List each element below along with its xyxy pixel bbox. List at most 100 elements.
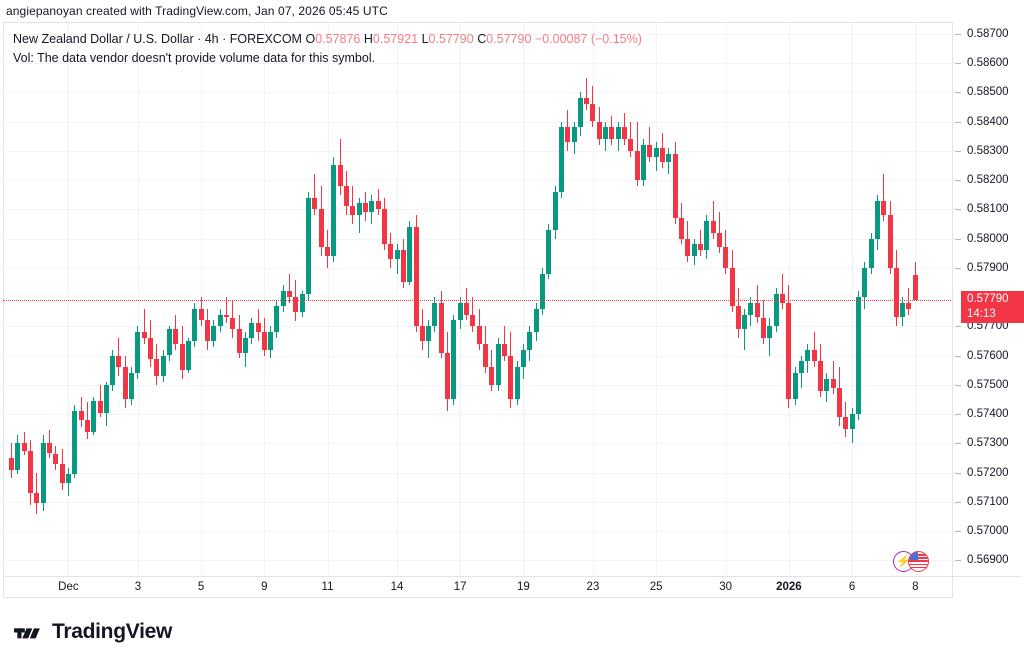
candle-wick	[832, 361, 834, 394]
price-axis-label: 0.58700	[953, 27, 1024, 41]
candle-body	[274, 305, 280, 333]
candle-body	[413, 226, 419, 327]
candle-body	[299, 294, 305, 312]
gridline-vertical	[201, 22, 203, 575]
price-tick-dash	[955, 531, 961, 533]
candle-body	[261, 332, 267, 350]
price-axis-label: 0.57300	[953, 436, 1024, 450]
gridline-vertical	[397, 22, 398, 575]
time-axis-label: 2026	[776, 581, 802, 593]
legend-high-value: 0.57921	[372, 32, 419, 46]
candle-body	[40, 443, 46, 504]
candle-body	[204, 320, 210, 341]
candle-body	[792, 373, 798, 400]
candle-body	[710, 221, 716, 233]
candle-body	[103, 384, 109, 413]
candle-wick	[649, 127, 651, 163]
price-axis-label: 0.57400	[953, 407, 1024, 421]
candle-body	[306, 197, 311, 295]
price-axis-label: 0.58200	[953, 173, 1024, 187]
candle-wick	[314, 174, 316, 216]
candle-body	[862, 267, 868, 298]
candle-body	[539, 273, 545, 309]
candle-body	[9, 458, 14, 470]
candle-body	[426, 326, 432, 341]
candle-body	[716, 232, 722, 248]
candle-body	[729, 267, 735, 306]
candle-body	[502, 343, 507, 356]
candle-body	[141, 332, 147, 338]
candle-wick	[289, 273, 291, 303]
candle-wick	[586, 77, 588, 110]
candle-body	[691, 244, 697, 257]
chart-legend: New Zealand Dollar / U.S. Dollar · 4h · …	[13, 30, 642, 68]
price-axis-label: 0.57200	[953, 466, 1024, 480]
candle-body	[394, 250, 400, 259]
candle-body	[400, 250, 406, 283]
legend-open-label: O	[305, 32, 316, 46]
price-tick-dash	[955, 501, 961, 503]
legend-change: −0.00087 (−0.15%)	[534, 32, 642, 46]
gridline-vertical	[327, 22, 329, 575]
candle-body	[97, 400, 103, 413]
gridline-horizontal	[3, 384, 951, 386]
candle-body	[407, 226, 413, 283]
candle-body	[571, 127, 577, 142]
candle-body	[678, 218, 684, 239]
candle-body	[255, 323, 261, 333]
price-tick-dash	[955, 121, 961, 123]
candle-body	[211, 326, 217, 341]
candle-body	[464, 302, 469, 315]
candle-body	[855, 297, 861, 414]
gridline-vertical	[725, 22, 727, 575]
candle-wick	[699, 229, 701, 256]
tradingview-logo-icon	[14, 627, 40, 638]
price-tick-dash	[955, 180, 961, 181]
candle-body	[546, 229, 552, 274]
candle-body	[148, 338, 153, 359]
candle-body	[697, 244, 703, 251]
tradingview-footer: TradingView	[14, 620, 172, 644]
candle-body	[811, 349, 817, 362]
legend-volume-row: Vol: The data vendor doesn't provide vol…	[13, 51, 376, 65]
candle-body	[577, 98, 583, 128]
time-axis-label: 23	[586, 581, 600, 593]
gridline-horizontal	[3, 560, 951, 562]
gridline-vertical	[656, 22, 658, 575]
candle-body	[186, 340, 191, 371]
legend-open-value: 0.57876	[315, 32, 361, 46]
flag-inner	[909, 552, 928, 571]
time-axis[interactable]: Dec 3 5 9 11 14 17 19 23 25 30 2026 6 8	[3, 576, 1021, 598]
candle-body	[641, 144, 646, 180]
us-flag-icon[interactable]	[908, 551, 929, 572]
price-tick-dash	[955, 267, 961, 269]
candle-body	[527, 332, 533, 350]
candle-body	[742, 314, 748, 330]
price-axis[interactable]: 0.58700 0.58600 0.58500 0.58400 0.58300 0.582…	[952, 22, 1024, 598]
candle-body	[46, 443, 52, 454]
price-tick-dash	[955, 326, 961, 328]
candle-body	[154, 358, 160, 377]
candle-body	[748, 302, 754, 315]
time-axis-label: 19	[516, 581, 530, 593]
gridline-horizontal	[3, 121, 951, 123]
gridline-horizontal	[3, 209, 951, 211]
candle-wick	[358, 197, 360, 233]
candle-body	[622, 127, 627, 139]
candle-body	[198, 308, 204, 321]
candle-body	[520, 349, 526, 368]
candle-body	[773, 294, 779, 327]
current-price-badge[interactable]: 0.57790 14:13	[961, 291, 1024, 323]
candle-body	[116, 355, 122, 368]
price-tick-dash	[955, 414, 961, 416]
candle-body	[280, 291, 286, 306]
time-axis-label: 6	[848, 581, 856, 593]
gridline-horizontal	[3, 238, 951, 240]
candle-body	[704, 221, 710, 251]
candle-body	[419, 326, 425, 341]
candle-body	[767, 326, 773, 338]
price-axis-label: 0.57100	[953, 495, 1024, 509]
candle-body	[723, 247, 729, 268]
price-axis-label: 0.58600	[953, 56, 1024, 70]
chart-plot-area[interactable]	[3, 22, 951, 575]
